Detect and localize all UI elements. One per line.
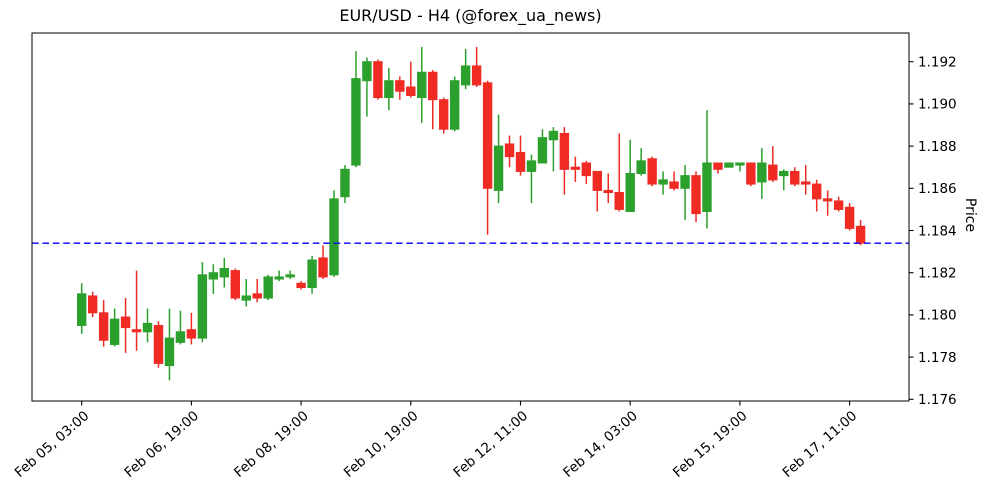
candle-body — [439, 99, 449, 130]
candle-body — [537, 137, 548, 164]
candle-body — [482, 82, 493, 189]
y-tick-label: 1.184 — [918, 223, 957, 239]
candle-body — [515, 151, 526, 172]
candle-body — [833, 200, 844, 210]
candle-body — [493, 145, 504, 191]
y-axis-title: Price — [962, 197, 978, 233]
candle-body — [219, 267, 230, 278]
y-tick-label: 1.186 — [918, 181, 957, 197]
candle-body — [822, 198, 833, 202]
candle-body — [625, 173, 635, 213]
y-tick-label: 1.192 — [918, 55, 957, 71]
candle-body — [801, 181, 811, 185]
candle-body — [702, 162, 712, 213]
candle-body — [603, 189, 613, 194]
candle-body — [757, 162, 767, 183]
candle-body — [296, 282, 306, 288]
candle-body — [241, 295, 251, 301]
candle-body — [855, 225, 866, 244]
x-tick-label: Feb 15, 19:00 — [670, 408, 751, 481]
candle-body — [373, 61, 383, 99]
candle-body — [471, 65, 482, 86]
x-tick-label: Feb 06, 19:00 — [121, 408, 202, 481]
candle-body — [647, 158, 657, 185]
candle-body — [460, 65, 471, 86]
candle-body — [779, 170, 789, 177]
y-tick-label: 1.182 — [918, 266, 957, 282]
candle-body — [570, 166, 581, 170]
candle-body — [406, 86, 416, 96]
candle-body — [449, 80, 460, 130]
candle-body — [669, 181, 679, 189]
candle-body — [559, 132, 570, 170]
candle-body — [109, 318, 120, 345]
candle-body — [680, 175, 690, 189]
candle-body — [735, 162, 745, 166]
candle-body — [186, 329, 197, 339]
candle-body — [351, 78, 361, 166]
candle-body — [746, 162, 756, 185]
x-tick-label: Feb 12, 11:00 — [451, 408, 532, 481]
candle-body — [844, 206, 855, 229]
candle-body — [548, 130, 559, 141]
candle-body — [252, 293, 262, 299]
x-tick-label: Feb 05, 03:00 — [12, 408, 93, 481]
candle-body — [120, 316, 131, 329]
x-tick-label: Feb 08, 19:00 — [231, 408, 312, 481]
y-tick-label: 1.188 — [918, 139, 957, 155]
y-tick-label: 1.178 — [918, 350, 957, 366]
candle-body — [526, 160, 537, 172]
candle-body — [164, 337, 175, 367]
candle-body — [614, 192, 624, 210]
candle-body — [790, 170, 800, 185]
candle-body — [230, 270, 240, 299]
x-tick-label: Feb 14, 03:00 — [560, 408, 641, 481]
candle-body — [362, 61, 372, 82]
y-tick-label: 1.190 — [918, 97, 957, 113]
candle-body — [142, 322, 153, 333]
candle-body — [318, 257, 328, 278]
candle-body — [263, 276, 273, 299]
candle-body — [428, 71, 438, 101]
candle-body — [329, 198, 339, 276]
candle-body — [208, 272, 219, 280]
chart-title: EUR/USD - H4 (@forex_ua_news) — [339, 6, 602, 25]
candle-body — [768, 164, 778, 181]
candle-body — [417, 71, 427, 99]
candle-body — [581, 162, 592, 177]
candle-body — [592, 170, 602, 191]
y-tick-label: 1.176 — [918, 392, 957, 408]
candle-body — [153, 324, 164, 364]
candle-body — [384, 80, 394, 99]
candle-body — [197, 274, 208, 339]
candle-body — [724, 162, 734, 168]
y-tick-label: 1.180 — [918, 308, 957, 324]
candle-body — [175, 331, 186, 343]
candle-body — [658, 179, 668, 185]
candle-body — [307, 259, 317, 288]
candle-body — [713, 162, 723, 170]
candle-body — [691, 175, 701, 215]
candle-body — [811, 183, 822, 200]
x-tick-label: Feb 10, 19:00 — [341, 408, 422, 481]
candle-body — [87, 295, 98, 314]
x-tick-label: Feb 17, 11:00 — [780, 408, 861, 481]
candle-body — [504, 143, 515, 158]
plot-border — [31, 32, 910, 402]
candle-body — [636, 160, 646, 175]
candle-body — [340, 168, 350, 198]
candle-body — [77, 293, 87, 326]
candle-body — [98, 312, 109, 341]
candle-body — [395, 80, 405, 92]
candle-body — [285, 274, 295, 278]
candle-body — [274, 276, 284, 280]
candle-body — [131, 329, 142, 333]
